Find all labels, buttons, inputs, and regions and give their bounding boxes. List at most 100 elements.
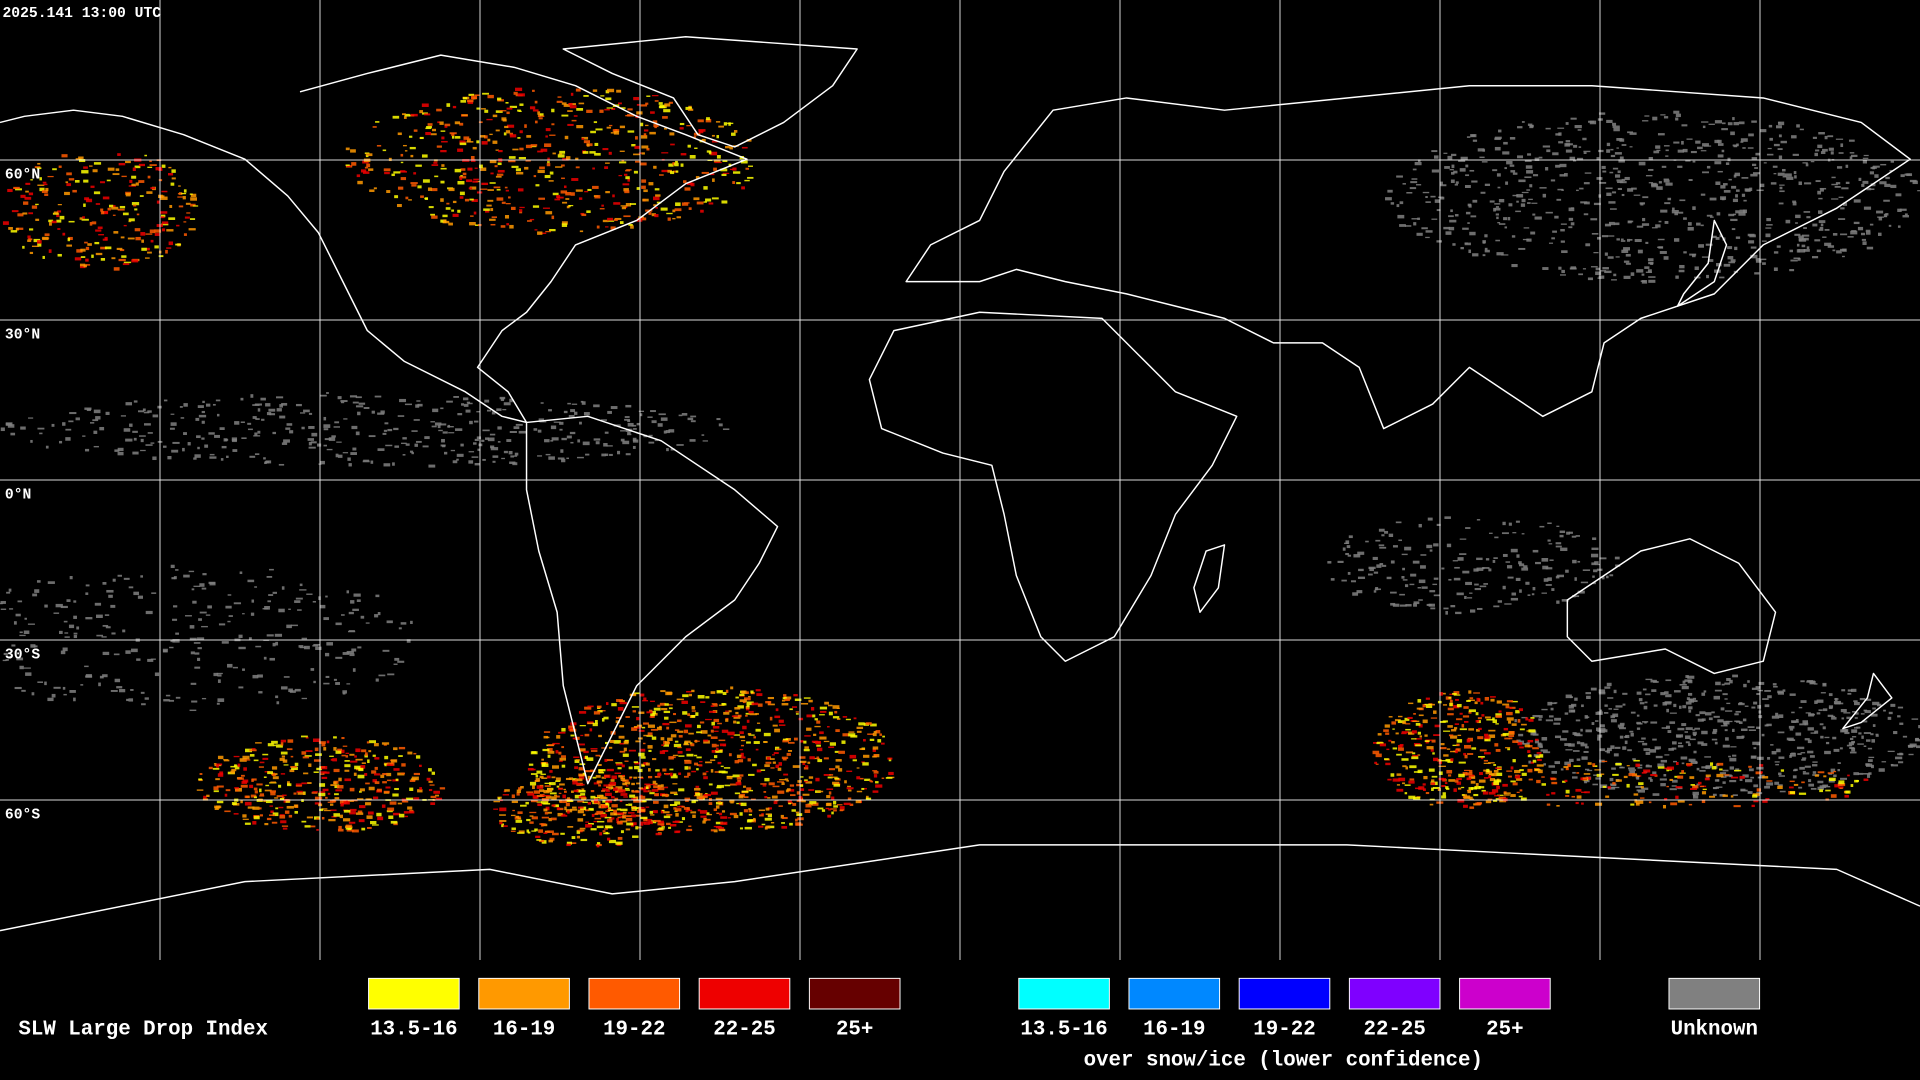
- cloud-pixel: [8, 655, 12, 659]
- cloud-pixel: [737, 705, 744, 709]
- cloud-pixel: [619, 750, 626, 753]
- cloud-pixel: [591, 813, 595, 817]
- cloud-pixel: [1611, 279, 1617, 281]
- cloud-pixel: [1748, 768, 1754, 772]
- cloud-pixel: [128, 698, 134, 702]
- cloud-pixel: [1481, 714, 1485, 717]
- cloud-pixel: [440, 444, 446, 447]
- cloud-pixel: [847, 797, 852, 801]
- cloud-pixel: [33, 238, 41, 243]
- cloud-pixel: [406, 639, 411, 643]
- cloud-pixel: [170, 182, 175, 186]
- cloud-pixel: [1413, 797, 1421, 800]
- cloud-pixel: [5, 422, 13, 426]
- cloud-pixel: [582, 772, 586, 775]
- cloud-pixel: [784, 778, 789, 781]
- cloud-pixel: [1456, 703, 1462, 708]
- cloud-pixel: [201, 420, 205, 424]
- cloud-pixel: [301, 697, 308, 700]
- cloud-pixel: [612, 194, 615, 198]
- cloud-pixel: [1408, 795, 1416, 799]
- cloud-pixel: [333, 426, 341, 428]
- cloud-pixel: [506, 107, 513, 110]
- cloud-pixel: [847, 785, 851, 788]
- cloud-pixel: [1776, 245, 1781, 248]
- cloud-pixel: [251, 748, 256, 750]
- cloud-pixel: [1448, 697, 1452, 699]
- cloud-pixel: [1738, 121, 1745, 125]
- cloud-pixel: [1620, 240, 1626, 242]
- cloud-pixel: [699, 130, 704, 134]
- cloud-pixel: [856, 726, 864, 730]
- cloud-pixel: [291, 766, 298, 770]
- cloud-pixel: [490, 208, 494, 212]
- cloud-pixel: [549, 782, 556, 786]
- cloud-pixel: [702, 820, 706, 824]
- cloud-pixel: [328, 818, 336, 822]
- cloud-pixel: [1483, 752, 1491, 755]
- cloud-pixel: [1440, 184, 1447, 187]
- cloud-pixel: [1778, 784, 1783, 787]
- cloud-pixel: [539, 775, 544, 779]
- cloud-pixel: [1812, 764, 1818, 767]
- cloud-pixel: [640, 809, 646, 812]
- cloud-pixel: [247, 422, 252, 425]
- cloud-pixel: [1463, 752, 1467, 756]
- cloud-pixel: [85, 258, 89, 262]
- cloud-pixel: [1775, 763, 1779, 766]
- cloud-pixel: [1414, 738, 1422, 740]
- cloud-pixel: [802, 793, 810, 796]
- cloud-pixel: [1433, 594, 1440, 597]
- cloud-pixel: [1561, 599, 1569, 602]
- cloud-pixel: [511, 800, 518, 804]
- cloud-pixel: [1756, 692, 1760, 696]
- cloud-pixel: [1717, 139, 1722, 144]
- cloud-pixel: [1450, 209, 1453, 213]
- cloud-pixel: [430, 802, 436, 806]
- cloud-pixel: [1503, 727, 1509, 731]
- cloud-pixel: [1464, 754, 1468, 759]
- cloud-pixel: [1766, 217, 1771, 222]
- cloud-pixel: [1537, 758, 1542, 762]
- cloud-pixel: [1484, 733, 1489, 736]
- cloud-pixel: [574, 759, 580, 763]
- cloud-pixel: [1521, 716, 1528, 719]
- cloud-pixel: [531, 751, 537, 754]
- cloud-pixel: [1572, 771, 1576, 774]
- cloud-pixel: [1345, 552, 1349, 556]
- cloud-pixel: [509, 134, 517, 138]
- cloud-pixel: [1739, 775, 1745, 779]
- cloud-pixel: [100, 258, 106, 261]
- cloud-pixel: [1375, 753, 1382, 758]
- cloud-pixel: [28, 238, 33, 241]
- cloud-pixel: [1865, 229, 1871, 233]
- cloud-pixel: [1665, 155, 1669, 157]
- cloud-pixel: [424, 113, 431, 116]
- cloud-pixel: [711, 134, 715, 137]
- cloud-pixel: [1619, 722, 1625, 726]
- cloud-pixel: [466, 401, 471, 404]
- cloud-pixel: [768, 807, 772, 810]
- cloud-pixel: [700, 730, 708, 734]
- cloud-pixel: [747, 732, 752, 735]
- cloud-pixel: [717, 690, 722, 692]
- cloud-pixel: [638, 410, 645, 412]
- cloud-pixel: [1474, 786, 1481, 790]
- cloud-pixel: [351, 162, 357, 166]
- cloud-pixel: [606, 799, 613, 803]
- cloud-pixel: [36, 240, 42, 244]
- cloud-pixel: [1416, 232, 1423, 236]
- cloud-pixel: [1482, 241, 1486, 244]
- cloud-pixel: [487, 189, 494, 191]
- cloud-pixel: [409, 450, 414, 453]
- cloud-pixel: [1622, 703, 1626, 706]
- cloud-pixel: [57, 204, 62, 206]
- cloud-pixel: [710, 791, 718, 795]
- cloud-pixel: [680, 153, 687, 156]
- cloud-pixel: [1688, 698, 1692, 701]
- cloud-pixel: [260, 397, 266, 401]
- cloud-pixel: [143, 411, 150, 414]
- cloud-pixel: [708, 151, 712, 155]
- cloud-pixel: [1606, 149, 1611, 153]
- cloud-pixel: [1872, 701, 1880, 706]
